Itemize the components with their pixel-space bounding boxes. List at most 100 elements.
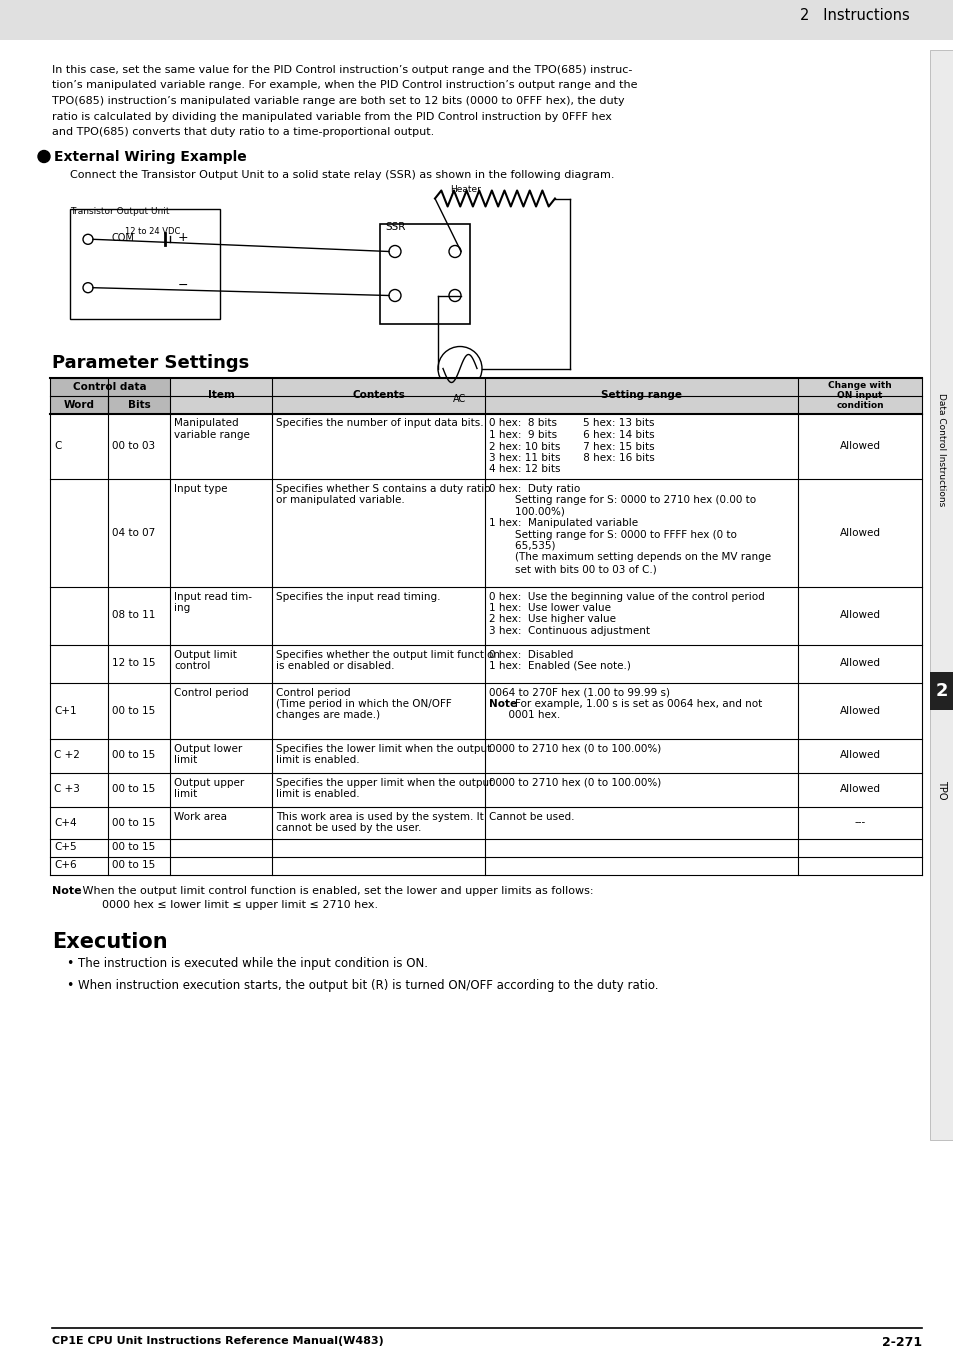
Text: 0 hex:  Duty ratio: 0 hex: Duty ratio — [489, 483, 579, 494]
Bar — [50, 396, 108, 413]
Circle shape — [389, 246, 400, 258]
Bar — [272, 378, 484, 413]
Text: limit is enabled.: limit is enabled. — [275, 755, 359, 765]
Text: 0 hex:  Use the beginning value of the control period: 0 hex: Use the beginning value of the co… — [489, 591, 764, 602]
Text: Allowed: Allowed — [839, 441, 880, 451]
Text: 1 hex:  Use lower value: 1 hex: Use lower value — [489, 603, 610, 613]
Text: For example, 1.00 s is set as 0064 hex, and not: For example, 1.00 s is set as 0064 hex, … — [515, 699, 761, 709]
Text: 00 to 15: 00 to 15 — [112, 860, 155, 871]
Text: 0 hex:  8 bits        5 hex: 13 bits: 0 hex: 8 bits 5 hex: 13 bits — [489, 418, 654, 428]
Text: 100.00%): 100.00%) — [489, 506, 564, 517]
Text: set with bits 00 to 03 of C.): set with bits 00 to 03 of C.) — [489, 564, 656, 574]
Circle shape — [83, 282, 92, 293]
Text: C+4: C+4 — [54, 818, 76, 828]
Text: SSR: SSR — [385, 221, 405, 231]
Circle shape — [437, 347, 481, 390]
Text: C+5: C+5 — [54, 842, 76, 852]
Text: 2: 2 — [935, 682, 947, 701]
Text: ratio is calculated by dividing the manipulated variable from the PID Control in: ratio is calculated by dividing the mani… — [52, 112, 611, 122]
Text: Manipulated: Manipulated — [173, 418, 238, 428]
Text: TPO: TPO — [936, 780, 946, 799]
Text: 00 to 15: 00 to 15 — [112, 706, 155, 716]
Text: 0000 to 2710 hex (0 to 100.00%): 0000 to 2710 hex (0 to 100.00%) — [489, 778, 660, 787]
Text: C+1: C+1 — [54, 706, 76, 716]
Text: Specifies the upper limit when the output: Specifies the upper limit when the outpu… — [275, 778, 493, 787]
Bar — [70, 208, 220, 319]
Text: Cannot be used.: Cannot be used. — [489, 811, 574, 822]
Text: Setting range for S: 0000 to FFFF hex (0 to: Setting range for S: 0000 to FFFF hex (0… — [489, 529, 736, 540]
Text: 04 to 07: 04 to 07 — [112, 528, 155, 537]
Text: tion’s manipulated variable range. For example, when the PID Control instruction: tion’s manipulated variable range. For e… — [52, 81, 637, 90]
Text: 0064 to 270F hex (1.00 to 99.99 s): 0064 to 270F hex (1.00 to 99.99 s) — [489, 687, 669, 698]
Text: Input type: Input type — [173, 483, 227, 494]
Text: External Wiring Example: External Wiring Example — [54, 150, 247, 165]
Text: Setting range: Setting range — [600, 390, 681, 401]
Text: 2 hex: 10 bits       7 hex: 15 bits: 2 hex: 10 bits 7 hex: 15 bits — [489, 441, 654, 451]
Text: C +2: C +2 — [54, 751, 80, 760]
Text: and TPO(685) converts that duty ratio to a time-proportional output.: and TPO(685) converts that duty ratio to… — [52, 127, 434, 136]
Text: ---: --- — [854, 818, 864, 828]
Text: C +3: C +3 — [54, 784, 80, 795]
Circle shape — [389, 289, 400, 301]
Text: (The maximum setting depends on the MV range: (The maximum setting depends on the MV r… — [489, 552, 770, 563]
Bar — [170, 378, 272, 413]
Circle shape — [83, 235, 92, 244]
Text: 00 to 15: 00 to 15 — [112, 842, 155, 852]
Text: 2 hex:  Use higher value: 2 hex: Use higher value — [489, 614, 616, 625]
Text: 65,535): 65,535) — [489, 541, 555, 551]
Text: changes are made.): changes are made.) — [275, 710, 379, 721]
Text: Item: Item — [208, 390, 234, 401]
Bar — [50, 378, 170, 396]
Text: CP1E CPU Unit Instructions Reference Manual(W483): CP1E CPU Unit Instructions Reference Man… — [52, 1336, 383, 1346]
Text: 1 hex:  Manipulated variable: 1 hex: Manipulated variable — [489, 518, 638, 528]
Text: 1 hex:  Enabled (See note.): 1 hex: Enabled (See note.) — [489, 662, 630, 671]
Text: Contents: Contents — [352, 390, 404, 401]
Text: Control period: Control period — [173, 687, 249, 698]
Circle shape — [38, 150, 50, 162]
Circle shape — [449, 246, 460, 258]
Text: This work area is used by the system. It: This work area is used by the system. It — [275, 811, 483, 822]
Text: Execution: Execution — [52, 931, 168, 952]
Text: Connect the Transistor Output Unit to a solid state relay (SSR) as shown in the : Connect the Transistor Output Unit to a … — [70, 170, 614, 181]
Text: 0001 hex.: 0001 hex. — [489, 710, 559, 721]
Text: 0000 to 2710 hex (0 to 100.00%): 0000 to 2710 hex (0 to 100.00%) — [489, 744, 660, 753]
Text: Allowed: Allowed — [839, 610, 880, 621]
Text: Output limit: Output limit — [173, 649, 236, 660]
Text: TPO(685) instruction’s manipulated variable range are both set to 12 bits (0000 : TPO(685) instruction’s manipulated varia… — [52, 96, 624, 107]
Text: variable range: variable range — [173, 431, 250, 440]
Text: 00 to 15: 00 to 15 — [112, 751, 155, 760]
Text: Specifies whether S contains a duty ratio: Specifies whether S contains a duty rati… — [275, 483, 490, 494]
Text: C: C — [54, 441, 61, 451]
Text: Word: Word — [64, 400, 94, 409]
Bar — [929, 50, 953, 1139]
Text: Allowed: Allowed — [839, 751, 880, 760]
Text: 08 to 11: 08 to 11 — [112, 610, 155, 621]
Text: When the output limit control function is enabled, set the lower and upper limit: When the output limit control function i… — [79, 887, 593, 896]
Text: 00 to 03: 00 to 03 — [112, 441, 155, 451]
Text: Allowed: Allowed — [839, 659, 880, 668]
Text: Control data: Control data — [73, 382, 147, 391]
Text: Specifies the input read timing.: Specifies the input read timing. — [275, 591, 440, 602]
Text: AC: AC — [453, 393, 466, 404]
Text: 2   Instructions: 2 Instructions — [800, 8, 909, 23]
Text: C+6: C+6 — [54, 860, 76, 871]
Text: Note: Note — [52, 887, 82, 896]
Bar — [0, 0, 953, 40]
Text: When instruction execution starts, the output bit (R) is turned ON/OFF according: When instruction execution starts, the o… — [78, 980, 658, 992]
Text: 4 hex: 12 bits: 4 hex: 12 bits — [489, 464, 560, 474]
Text: Transistor Output Unit: Transistor Output Unit — [70, 207, 170, 216]
Text: Parameter Settings: Parameter Settings — [52, 354, 249, 371]
Text: Input read tim-: Input read tim- — [173, 591, 252, 602]
Text: Control period: Control period — [275, 687, 351, 698]
Text: +: + — [178, 231, 189, 244]
Text: 12 to 15: 12 to 15 — [112, 659, 155, 668]
Text: 0 hex:  Disabled: 0 hex: Disabled — [489, 649, 573, 660]
Text: 1 hex:  9 bits        6 hex: 14 bits: 1 hex: 9 bits 6 hex: 14 bits — [489, 431, 654, 440]
Text: The instruction is executed while the input condition is ON.: The instruction is executed while the in… — [78, 957, 428, 971]
Text: 00 to 15: 00 to 15 — [112, 784, 155, 795]
Text: Bits: Bits — [128, 400, 151, 409]
Text: 12 to 24 VDC: 12 to 24 VDC — [125, 227, 180, 236]
Text: Output lower: Output lower — [173, 744, 242, 753]
Text: •: • — [67, 957, 73, 971]
Text: •: • — [67, 980, 73, 992]
